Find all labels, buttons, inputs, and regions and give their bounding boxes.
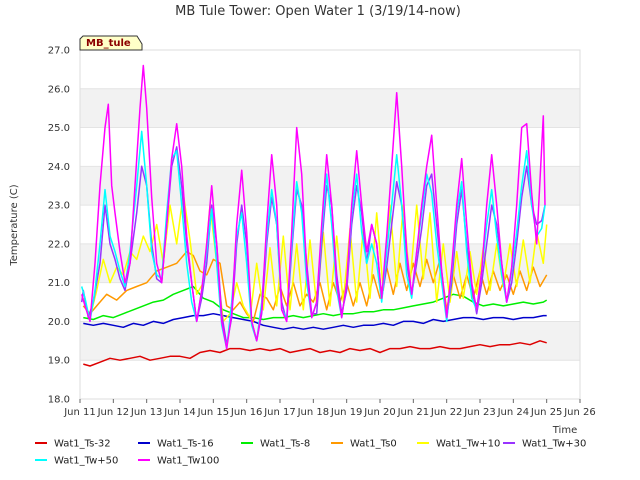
legend-item: Wat1_Ts-32 bbox=[35, 439, 111, 450]
y-tick-label: 22.0 bbox=[48, 239, 70, 250]
legend-label: Wat1_Tw+10 bbox=[436, 439, 500, 450]
legend-label: Wat1_Ts-32 bbox=[54, 439, 111, 450]
x-tick-label: Jun 14 bbox=[163, 407, 196, 418]
x-tick-label: Jun 20 bbox=[363, 407, 396, 418]
legend-label: Wat1_Tw100 bbox=[157, 456, 219, 467]
x-axis-ticks: Jun 11 Jun 12 Jun 13 Jun 14 Jun 15 Jun 16 Jun … bbox=[63, 399, 596, 418]
x-tick-label: Jun 23 bbox=[463, 407, 496, 418]
legend-item: Wat1_Tw+50 bbox=[35, 456, 118, 467]
x-tick-label: Jun 24 bbox=[497, 407, 530, 418]
y-tick-label: 24.0 bbox=[48, 162, 70, 173]
y-tick-label: 25.0 bbox=[48, 123, 70, 134]
x-tick-label: Jun 18 bbox=[297, 407, 330, 418]
y-tick-label: 27.0 bbox=[48, 46, 70, 57]
legend-item: Wat1_Tw100 bbox=[138, 456, 219, 467]
x-tick-label: Jun 15 bbox=[197, 407, 230, 418]
background-band bbox=[80, 88, 580, 128]
y-axis-label: Temperature (C) bbox=[9, 184, 20, 266]
y-tick-label: 19.0 bbox=[48, 356, 70, 367]
x-tick-label: Jun 16 bbox=[230, 407, 263, 418]
series-line-wat1-ts-32 bbox=[83, 340, 547, 367]
x-axis-label: Time bbox=[552, 425, 577, 436]
background-band bbox=[80, 50, 580, 89]
legend-item: Wat1_Tw+10 bbox=[417, 439, 500, 450]
legend-item: Wat1_Ts-16 bbox=[138, 439, 214, 450]
y-tick-label: 23.0 bbox=[48, 201, 70, 212]
plot-background-bands bbox=[80, 50, 580, 399]
series-line-wat1-ts-16 bbox=[83, 312, 547, 330]
x-tick-label: Jun 25 bbox=[530, 407, 563, 418]
y-tick-label: 18.0 bbox=[48, 395, 70, 406]
x-tick-label: Jun 26 bbox=[563, 407, 596, 418]
x-tick-label: Jun 19 bbox=[330, 407, 363, 418]
y-tick-label: 21.0 bbox=[48, 278, 70, 289]
y-tick-label: 26.0 bbox=[48, 84, 70, 95]
plot-area bbox=[79, 49, 581, 400]
background-band bbox=[80, 127, 580, 167]
legend: Wat1_Ts-32 Wat1_Ts-16 Wat1_Ts-8 Wat1_Ts0 Wat… bbox=[35, 439, 586, 467]
x-tick-label: Jun 17 bbox=[263, 407, 296, 418]
legend-item: Wat1_Ts-8 bbox=[241, 439, 310, 450]
station-label: MB_tule bbox=[86, 38, 131, 49]
station-label-box: MB_tule bbox=[79, 35, 143, 51]
legend-item: Wat1_Tw+30 bbox=[503, 439, 586, 450]
legend-label: Wat1_Ts-8 bbox=[260, 439, 310, 450]
x-tick-label: Jun 13 bbox=[130, 407, 163, 418]
legend-label: Wat1_Tw+30 bbox=[522, 439, 586, 450]
series-line-wat1-tw100 bbox=[80, 64, 546, 350]
series-line-wat1-tw-30 bbox=[80, 146, 546, 346]
legend-label: Wat1_Tw+50 bbox=[54, 456, 118, 467]
x-tick-label: Jun 21 bbox=[397, 407, 430, 418]
legend-item: Wat1_Ts0 bbox=[331, 439, 397, 450]
chart-title: MB Tule Tower: Open Water 1 (3/19/14-now… bbox=[175, 4, 461, 19]
legend-label: Wat1_Ts0 bbox=[350, 439, 397, 450]
x-tick-label: Jun 12 bbox=[97, 407, 130, 418]
x-tick-label: Jun 22 bbox=[430, 407, 463, 418]
y-axis-ticks: 18.0 19.0 20.0 21.0 22.0 23.0 24.0 25.0 26.0 27.0 bbox=[48, 46, 70, 406]
series-lines bbox=[80, 64, 548, 367]
y-tick-label: 20.0 bbox=[48, 317, 70, 328]
legend-label: Wat1_Ts-16 bbox=[157, 439, 214, 450]
x-tick-label: Jun 11 bbox=[63, 407, 96, 418]
background-band bbox=[80, 360, 580, 399]
